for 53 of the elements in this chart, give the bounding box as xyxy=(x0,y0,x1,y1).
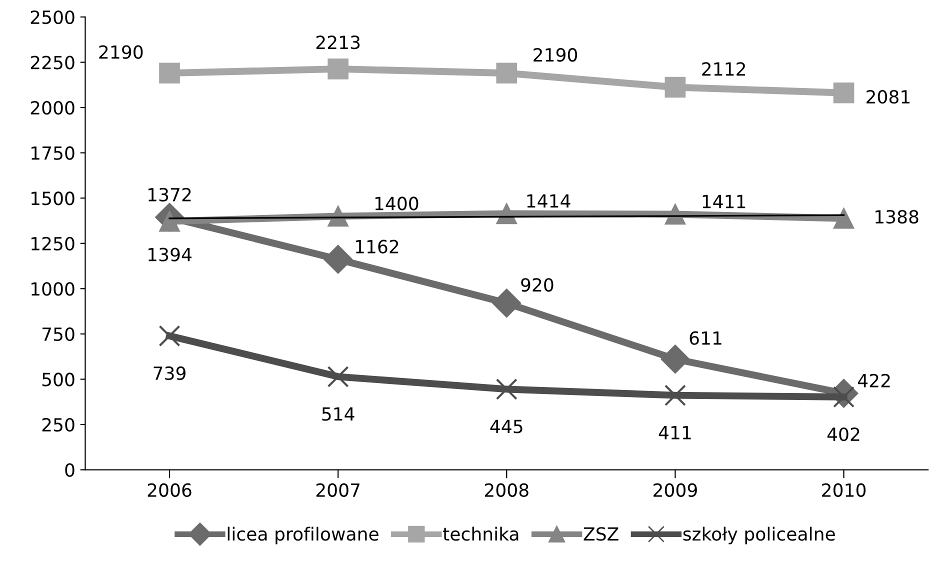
point xyxy=(664,384,686,406)
point xyxy=(660,344,690,374)
point xyxy=(833,208,854,229)
y-tick-label: 1500 xyxy=(32,192,74,206)
point xyxy=(496,62,518,84)
y-tick-label: 2500 xyxy=(30,10,74,24)
point xyxy=(324,244,353,274)
point xyxy=(328,58,348,80)
y-tick-label: 2000 xyxy=(30,101,74,115)
point xyxy=(496,378,518,400)
point xyxy=(159,62,180,84)
point xyxy=(492,288,522,318)
x-tick-label: 2007 xyxy=(316,483,360,497)
data-label: 739 xyxy=(154,366,186,380)
legend-label: ZSZ xyxy=(584,527,618,541)
data-label: 445 xyxy=(490,420,522,434)
data-label: 422 xyxy=(858,374,890,388)
y-tick-label: 1750 xyxy=(32,146,74,160)
data-label: 1372 xyxy=(148,188,191,202)
x-tick-label: 2008 xyxy=(484,483,528,497)
y-tick-label: 250 xyxy=(42,418,74,432)
data-label: 2081 xyxy=(866,90,910,104)
data-label: 1400 xyxy=(375,196,418,210)
data-label: 920 xyxy=(521,278,554,292)
data-label: 411 xyxy=(658,426,691,440)
data-label: 2213 xyxy=(316,36,360,50)
x-tick-label: 2010 xyxy=(822,483,866,497)
data-label: 514 xyxy=(322,407,354,421)
legend-label: technika xyxy=(443,526,518,541)
data-label: 1411 xyxy=(702,194,746,208)
data-label: 2190 xyxy=(99,45,143,59)
point xyxy=(833,82,854,104)
y-tick-label: 750 xyxy=(42,327,74,342)
data-label: 1394 xyxy=(148,248,192,262)
data-label: 2190 xyxy=(534,48,578,62)
y-tick-label: 500 xyxy=(42,372,74,386)
data-label: 1162 xyxy=(356,240,398,254)
y-tick-label: 0 xyxy=(65,463,74,477)
legend-label: licea profilowane xyxy=(228,526,378,544)
y-tick-label: 1250 xyxy=(32,236,74,250)
y-tick-label: 1000 xyxy=(32,282,74,296)
data-label: 1388 xyxy=(876,210,918,224)
point xyxy=(327,366,349,388)
data-label: 1414 xyxy=(527,194,570,208)
data-label: 611 xyxy=(690,331,722,345)
x-tick-label: 2009 xyxy=(654,483,697,497)
point xyxy=(158,325,180,347)
legend-label: szkoły policealne xyxy=(683,526,835,544)
data-label: 402 xyxy=(827,427,860,442)
point xyxy=(664,76,686,98)
x-tick-label: 2006 xyxy=(148,483,192,497)
y-tick-label: 2250 xyxy=(30,56,74,70)
data-label: 2112 xyxy=(702,62,745,76)
